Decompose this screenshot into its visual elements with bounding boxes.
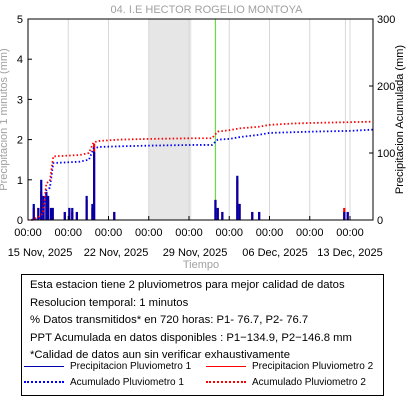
x-date-label: 13 Dec, 2025 xyxy=(317,247,382,259)
legend-item-p2: Precipitacion Pluviometro 2 xyxy=(206,360,373,374)
x-hour-label: 00:00 xyxy=(336,227,364,239)
info-line-accumulated: PPT Acumulada en datos disponibles : P1−… xyxy=(30,331,352,344)
info-line-quality: *Calidad de datos aun sin verificar exha… xyxy=(30,349,290,361)
info-box: Esta estacion tiene 2 pluviometros para … xyxy=(21,274,384,396)
bar-p1 xyxy=(49,207,53,220)
no-data-region xyxy=(148,19,192,220)
x-hour-label: 00:00 xyxy=(175,227,203,239)
bar-p1 xyxy=(75,211,78,220)
y-left-tick-label: 4 xyxy=(17,54,23,66)
info-line-stations: Esta estacion tiene 2 pluviometros para … xyxy=(30,279,345,291)
y-left-tick-label: 3 xyxy=(17,94,23,106)
bar-p1 xyxy=(68,207,71,220)
legend-swatch-p2 xyxy=(206,365,246,367)
bar-p1 xyxy=(45,191,48,220)
bar-p1 xyxy=(85,195,88,220)
y-left-tick-label: 1 xyxy=(17,175,23,187)
bar-p1 xyxy=(216,207,219,220)
legend-label-p2: Precipitacion Pluviometro 2 xyxy=(252,361,374,372)
y-right-tick-label: 200 xyxy=(377,81,395,93)
x-date-label: 15 Nov, 2025 xyxy=(8,247,73,259)
info-line-transmitted: % Datos transmitidos* en 720 horas: P1- … xyxy=(30,314,309,326)
y-left-tick-label: 2 xyxy=(17,135,23,147)
legend-swatch-a2 xyxy=(206,381,246,384)
legend-swatch-p1 xyxy=(24,365,64,367)
bar-p1 xyxy=(47,195,50,220)
x-hour-label: 00:00 xyxy=(135,227,163,239)
legend-label-a1: Acumulado Pluviometro 1 xyxy=(70,377,184,388)
legend-item-a2: Acumulado Pluviometro 2 xyxy=(206,376,366,390)
y-right-axis-label: Precipitacion Acumulada (mm) xyxy=(394,45,406,194)
x-hour-label: 00:00 xyxy=(95,227,123,239)
info-line-resolution: Resolucion temporal: 1 minutos xyxy=(30,296,189,309)
legend-item-a1: Acumulado Pluviometro 1 xyxy=(24,376,184,390)
cumulative-line-p1 xyxy=(31,128,374,221)
bar-p1 xyxy=(91,203,94,220)
bar-p1 xyxy=(93,151,96,220)
legend-label-a2: Acumulado Pluviometro 2 xyxy=(252,377,366,388)
rainfall-chart: 04. I.E HECTOR ROGELIO MONTOYA 0 1 2 3 4 5 0 100… xyxy=(0,4,406,271)
x-date-label: 29 Nov, 2025 xyxy=(163,247,228,259)
bar-p1 xyxy=(221,211,224,220)
x-hour-label: 00:00 xyxy=(14,227,42,239)
x-hour-label: 00:00 xyxy=(54,227,82,239)
legend-item-p1: Precipitacion Pluviometro 1 xyxy=(24,360,191,374)
y-right-tick-label: 0 xyxy=(377,215,383,227)
bar-p1 xyxy=(51,207,54,220)
bar-p1 xyxy=(32,203,35,220)
bar-p1 xyxy=(238,203,241,220)
bar-p1 xyxy=(40,179,43,220)
bar-p1 xyxy=(214,199,217,220)
y-right-tick-label: 100 xyxy=(377,148,395,160)
y-left-tick-label: 5 xyxy=(17,14,23,26)
x-date-label: 06 Dec, 2025 xyxy=(242,247,307,259)
x-hour-label: 00:00 xyxy=(296,227,324,239)
bar-p1 xyxy=(346,211,349,220)
y-left-tick-label: 0 xyxy=(17,215,23,227)
legend-swatch-a1 xyxy=(24,381,64,384)
x-hour-label: 00:00 xyxy=(256,227,284,239)
bar-p1 xyxy=(71,207,74,220)
bar-p1 xyxy=(236,175,239,220)
cumulative-line-p2 xyxy=(31,120,374,221)
x-axis-label: Tiempo xyxy=(183,259,219,271)
x-hour-label: 00:00 xyxy=(215,227,243,239)
y-left-axis-label: Precipitacion 1 minutos (mm) xyxy=(0,48,10,190)
x-date-label: 22 Nov, 2025 xyxy=(84,247,149,259)
bar-p1 xyxy=(258,211,261,220)
bar-p1 xyxy=(63,211,66,220)
bar-p1 xyxy=(251,211,254,220)
plot-frame xyxy=(27,18,374,221)
chart-title: 04. I.E HECTOR ROGELIO MONTOYA xyxy=(111,4,304,16)
bar-p1 xyxy=(113,211,116,220)
legend-label-p1: Precipitacion Pluviometro 1 xyxy=(70,361,192,372)
bar-p1 xyxy=(343,211,346,220)
y-right-tick-label: 300 xyxy=(377,14,395,26)
bar-p1 xyxy=(37,207,40,220)
